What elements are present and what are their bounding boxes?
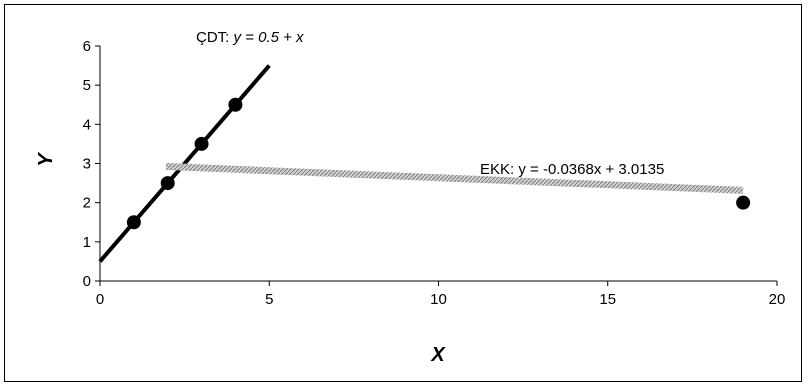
x-tick-label: 20 <box>769 291 786 308</box>
data-point <box>194 136 209 151</box>
y-axis-title: Y <box>35 152 57 167</box>
data-point <box>736 195 751 210</box>
x-tick-label: 5 <box>265 291 273 308</box>
y-tick-label: 0 <box>83 273 91 290</box>
x-axis-title: X <box>430 344 446 366</box>
data-point <box>160 176 175 191</box>
ekk-regression-line <box>165 162 744 194</box>
y-tick-label: 5 <box>83 77 91 94</box>
ekk-line-label: EKK: y = -0.0368x + 3.0135 <box>480 161 664 178</box>
y-tick-label: 3 <box>83 156 91 173</box>
x-tick-label: 0 <box>96 291 104 308</box>
y-tick-label: 6 <box>83 38 91 55</box>
cdt-line <box>98 64 271 263</box>
data-point <box>126 215 141 230</box>
y-tick-label: 1 <box>83 234 91 251</box>
y-tick-label: 4 <box>83 116 91 133</box>
x-tick-label: 10 <box>430 291 447 308</box>
y-tick-label: 2 <box>83 195 91 212</box>
chart-frame <box>4 4 802 382</box>
x-tick-label: 15 <box>599 291 616 308</box>
data-point <box>228 97 243 112</box>
cdt-line-label: ÇDT: y = 0.5 + x <box>196 29 304 46</box>
